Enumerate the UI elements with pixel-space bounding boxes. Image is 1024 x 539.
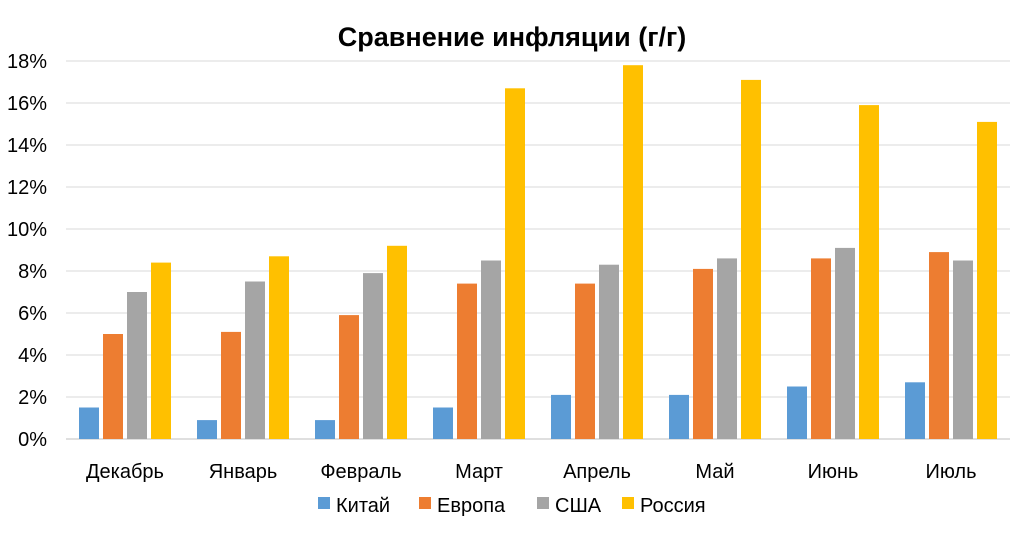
y-tick-label: 10%: [7, 219, 47, 241]
x-tick-label: Май: [695, 461, 734, 483]
bar: [859, 105, 879, 439]
legend-swatch: [419, 497, 431, 509]
legend-label: Россия: [640, 495, 706, 517]
bar: [905, 382, 925, 439]
legend-swatch: [318, 497, 330, 509]
y-tick-label: 14%: [7, 135, 47, 157]
bar: [977, 121, 997, 440]
x-tick-label: Январь: [209, 461, 278, 483]
x-tick-label: Декабрь: [86, 461, 164, 483]
bar: [79, 407, 99, 439]
bar: [387, 245, 407, 439]
bar: [245, 281, 265, 439]
bar: [505, 88, 525, 440]
bar: [151, 262, 171, 439]
y-tick-label: 8%: [18, 261, 47, 283]
legend-swatch: [622, 497, 634, 509]
bar: [481, 260, 501, 439]
x-tick-label: Март: [455, 461, 503, 483]
bar: [599, 264, 619, 439]
bar: [433, 407, 453, 439]
legend-label: Китай: [336, 495, 390, 517]
x-axis-ticks: Декабрь Январь Февраль Март Апрель Май Июнь Июл…: [86, 461, 977, 483]
bar: [741, 79, 761, 440]
bar: [623, 65, 643, 439]
bar: [669, 394, 689, 439]
bar: [953, 260, 973, 439]
y-axis-ticks: 0% 2% 4% 6% 8% 10% 12% 14% 16% 18%: [7, 51, 47, 451]
x-tick-label: Июнь: [808, 461, 859, 483]
bar: [693, 268, 713, 439]
bar: [103, 334, 123, 439]
legend-label: США: [555, 495, 602, 517]
x-tick-label: Апрель: [563, 461, 631, 483]
bar: [457, 283, 477, 439]
bar: [787, 386, 807, 439]
y-tick-label: 6%: [18, 303, 47, 325]
legend-swatch: [537, 497, 549, 509]
y-tick-label: 4%: [18, 345, 47, 367]
legend: Китай Европа США Россия: [318, 495, 706, 517]
x-tick-label: Февраль: [320, 461, 401, 483]
bar: [929, 252, 949, 439]
chart-title: Сравнение инфляции (г/г): [338, 22, 686, 52]
y-tick-label: 12%: [7, 177, 47, 199]
bar: [835, 247, 855, 439]
bar: [197, 420, 217, 439]
bar: [363, 273, 383, 439]
y-tick-label: 2%: [18, 387, 47, 409]
bar: [717, 258, 737, 439]
bars: [79, 65, 997, 440]
bar: [811, 258, 831, 439]
bar: [221, 331, 241, 439]
bar: [315, 420, 335, 439]
bar: [127, 292, 147, 439]
bar: [269, 256, 289, 439]
bar: [575, 283, 595, 439]
bar: [339, 315, 359, 439]
bar: [551, 394, 571, 439]
y-tick-label: 0%: [18, 429, 47, 451]
legend-label: Европа: [437, 495, 506, 517]
y-tick-label: 16%: [7, 93, 47, 115]
x-tick-label: Июль: [925, 461, 976, 483]
y-tick-label: 18%: [7, 51, 47, 73]
